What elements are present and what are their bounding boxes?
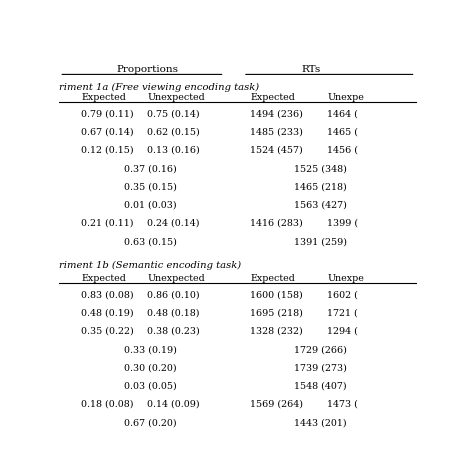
Text: 0.83 (0.08): 0.83 (0.08) — [82, 291, 134, 300]
Text: 0.21 (0.11): 0.21 (0.11) — [82, 219, 134, 228]
Text: 0.33 (0.19): 0.33 (0.19) — [124, 345, 176, 354]
Text: 0.12 (0.15): 0.12 (0.15) — [82, 146, 134, 155]
Text: 0.48 (0.19): 0.48 (0.19) — [82, 309, 134, 318]
Text: riment 1a (Free viewing encoding task): riment 1a (Free viewing encoding task) — [59, 82, 259, 91]
Text: 1294 (: 1294 ( — [328, 327, 358, 336]
Text: 0.63 (0.15): 0.63 (0.15) — [124, 237, 176, 246]
Text: 0.35 (0.22): 0.35 (0.22) — [82, 327, 134, 336]
Text: Unexpe: Unexpe — [328, 93, 365, 102]
Text: 0.67 (0.14): 0.67 (0.14) — [82, 128, 134, 137]
Text: 0.75 (0.14): 0.75 (0.14) — [147, 109, 200, 118]
Text: 1443 (201): 1443 (201) — [294, 418, 347, 427]
Text: Unexpe: Unexpe — [328, 274, 365, 283]
Text: 0.62 (0.15): 0.62 (0.15) — [147, 128, 200, 137]
Text: 1399 (: 1399 ( — [328, 219, 358, 228]
Text: 1328 (232): 1328 (232) — [250, 327, 303, 336]
Text: 1464 (: 1464 ( — [328, 109, 358, 118]
Text: riment 1b (Semantic encoding task): riment 1b (Semantic encoding task) — [59, 261, 241, 270]
Text: 1721 (: 1721 ( — [328, 309, 358, 318]
Text: 0.79 (0.11): 0.79 (0.11) — [82, 109, 134, 118]
Text: 0.38 (0.23): 0.38 (0.23) — [147, 327, 200, 336]
Text: 1473 (: 1473 ( — [328, 400, 358, 409]
Text: 0.67 (0.20): 0.67 (0.20) — [124, 418, 176, 427]
Text: RTs: RTs — [301, 65, 320, 74]
Text: 0.24 (0.14): 0.24 (0.14) — [147, 219, 200, 228]
Text: Unexpected: Unexpected — [147, 274, 205, 283]
Text: 0.03 (0.05): 0.03 (0.05) — [124, 382, 176, 391]
Text: 1548 (407): 1548 (407) — [294, 382, 347, 391]
Text: 0.01 (0.03): 0.01 (0.03) — [124, 201, 176, 210]
Text: 1416 (283): 1416 (283) — [250, 219, 303, 228]
Text: 1465 (: 1465 ( — [328, 128, 358, 137]
Text: Expected: Expected — [82, 274, 126, 283]
Text: Expected: Expected — [250, 93, 295, 102]
Text: 1602 (: 1602 ( — [328, 291, 358, 300]
Text: 1465 (218): 1465 (218) — [294, 182, 347, 191]
Text: 0.13 (0.16): 0.13 (0.16) — [147, 146, 200, 155]
Text: 1494 (236): 1494 (236) — [250, 109, 303, 118]
Text: 1695 (218): 1695 (218) — [250, 309, 303, 318]
Text: 1456 (: 1456 ( — [328, 146, 358, 155]
Text: 0.18 (0.08): 0.18 (0.08) — [82, 400, 134, 409]
Text: 1563 (427): 1563 (427) — [294, 201, 347, 210]
Text: 0.30 (0.20): 0.30 (0.20) — [124, 364, 176, 373]
Text: 0.14 (0.09): 0.14 (0.09) — [147, 400, 200, 409]
Text: 0.48 (0.18): 0.48 (0.18) — [147, 309, 200, 318]
Text: 1600 (158): 1600 (158) — [250, 291, 303, 300]
Text: 0.86 (0.10): 0.86 (0.10) — [147, 291, 200, 300]
Text: 0.37 (0.16): 0.37 (0.16) — [124, 164, 176, 173]
Text: 1569 (264): 1569 (264) — [250, 400, 303, 409]
Text: Proportions: Proportions — [117, 65, 178, 74]
Text: 1524 (457): 1524 (457) — [250, 146, 303, 155]
Text: 1729 (266): 1729 (266) — [294, 345, 347, 354]
Text: 1525 (348): 1525 (348) — [294, 164, 347, 173]
Text: 1739 (273): 1739 (273) — [294, 364, 347, 373]
Text: Expected: Expected — [250, 274, 295, 283]
Text: 0.35 (0.15): 0.35 (0.15) — [124, 182, 176, 191]
Text: Unexpected: Unexpected — [147, 93, 205, 102]
Text: Expected: Expected — [82, 93, 126, 102]
Text: 1391 (259): 1391 (259) — [294, 237, 347, 246]
Text: 1485 (233): 1485 (233) — [250, 128, 303, 137]
